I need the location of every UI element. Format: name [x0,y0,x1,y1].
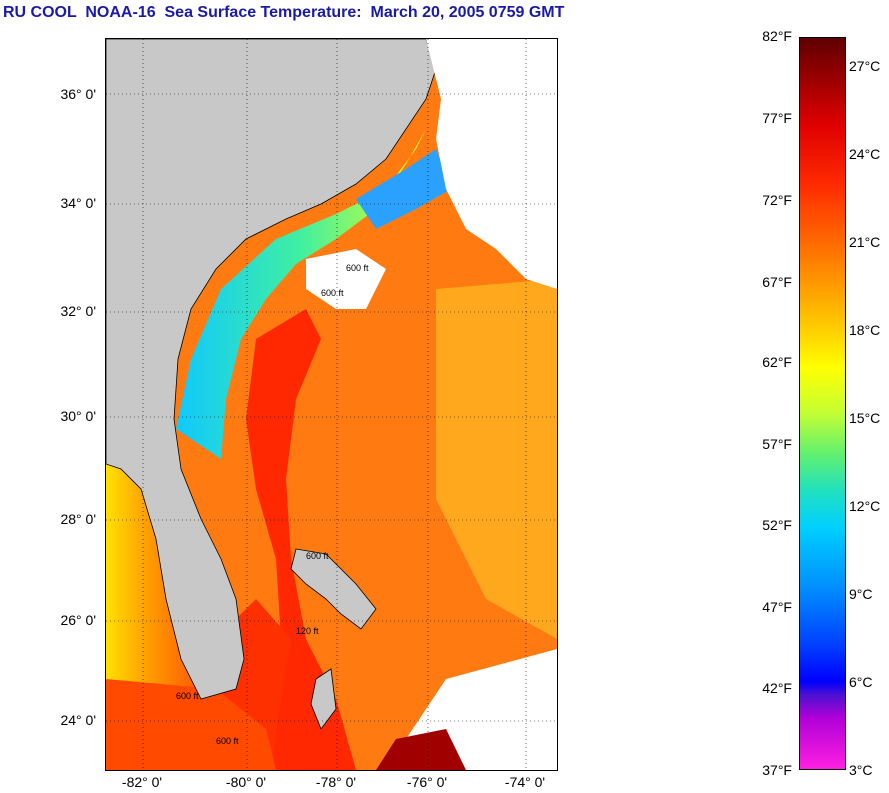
temperature-colorbar [799,37,846,770]
continental-shelf [176,129,426,459]
lon-label: -80° 0' [225,774,267,790]
colorbar-label-f: 47°F [762,599,792,615]
lat-label: 32° 0' [60,303,96,319]
colorbar-label-f: 67°F [762,274,792,290]
contour-label: 600 ft [306,551,329,561]
lon-label: -78° 0' [315,774,357,790]
colorbar-label-c: 12°C [849,498,881,514]
contour-labels: 600 ft 600 ft 600 ft 120 ft 600 ft 600 f… [176,263,369,746]
colorbar-label-c: 15°C [849,410,881,426]
colorbar-label-f: 37°F [762,762,792,778]
colorbar-label-f: 72°F [762,192,792,208]
colorbar-label-c: 24°C [849,146,881,162]
lon-label: -82° 0' [121,774,163,790]
map-title: RU COOL NOAA-16 Sea Surface Temperature:… [3,4,565,21]
lat-label: 30° 0' [60,408,96,424]
colorbar-label-f: 77°F [762,110,792,126]
colorbar-label-c: 6°C [849,674,873,690]
sst-map: 600 ft 600 ft 600 ft 120 ft 600 ft 600 f… [105,38,558,771]
lat-label: 24° 0' [60,712,96,728]
contour-label: 120 ft [296,626,319,636]
lat-label: 34° 0' [60,195,96,211]
colorbar-label-f: 52°F [762,517,792,533]
colorbar-label-f: 42°F [762,680,792,696]
colorbar-label-f: 57°F [762,436,792,452]
lon-label: -76° 0' [406,774,448,790]
gulf-stream [246,309,356,770]
lat-label: 26° 0' [60,612,96,628]
sst-map-canvas: 600 ft 600 ft 600 ft 120 ft 600 ft 600 f… [106,39,557,770]
lon-label: -74° 0' [504,774,546,790]
colorbar-label-f: 62°F [762,354,792,370]
colorbar-label-c: 3°C [849,762,873,778]
lat-label: 28° 0' [60,511,96,527]
bahamas [290,548,377,630]
contour-label: 600 ft [216,736,239,746]
contour-label: 600 ft [176,691,199,701]
colorbar-label-f: 82°F [762,28,792,44]
contour-label: 600 ft [346,263,369,273]
contour-label: 600 ft [321,288,344,298]
lat-label: 36° 0' [60,86,96,102]
colorbar-label-c: 18°C [849,322,881,338]
colorbar-label-c: 9°C [849,586,873,602]
colorbar-label-c: 21°C [849,234,881,250]
cloud-mask [426,39,557,289]
colorbar-label-c: 27°C [849,58,881,74]
land-mass [106,39,437,700]
